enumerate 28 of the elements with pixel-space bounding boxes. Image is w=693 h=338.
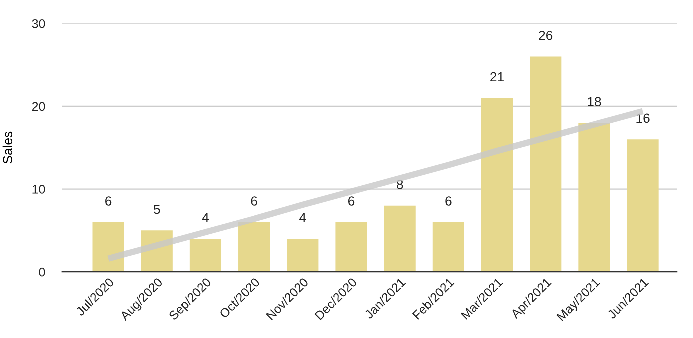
bar	[190, 238, 222, 272]
data-label: 16	[636, 114, 650, 124]
data-label: 4	[300, 213, 306, 222]
bar	[530, 56, 562, 272]
bar	[238, 222, 270, 272]
bar	[432, 222, 464, 272]
data-label: 6	[106, 196, 112, 206]
y-tick-label: 30	[32, 19, 46, 28]
data-label: 21	[490, 72, 504, 82]
bar	[336, 222, 368, 272]
data-label: 6	[251, 196, 258, 206]
y-tick-label: 20	[32, 102, 46, 112]
bar	[481, 98, 514, 272]
bar	[287, 238, 319, 272]
data-label: 8	[396, 180, 404, 190]
data-label: 18	[588, 97, 602, 107]
data-label: 5	[154, 204, 160, 214]
bar	[578, 123, 610, 272]
data-label: 6	[446, 196, 452, 206]
data-label: 4	[202, 213, 209, 222]
bar	[627, 140, 659, 272]
data-label: 6	[348, 196, 355, 206]
data-label: 26	[539, 30, 553, 40]
y-tick-label: 10	[32, 185, 46, 194]
y-tick-label: 0	[39, 268, 46, 277]
bar	[384, 206, 416, 272]
bar	[92, 222, 124, 272]
y-axis-title: Sales	[2, 132, 13, 164]
